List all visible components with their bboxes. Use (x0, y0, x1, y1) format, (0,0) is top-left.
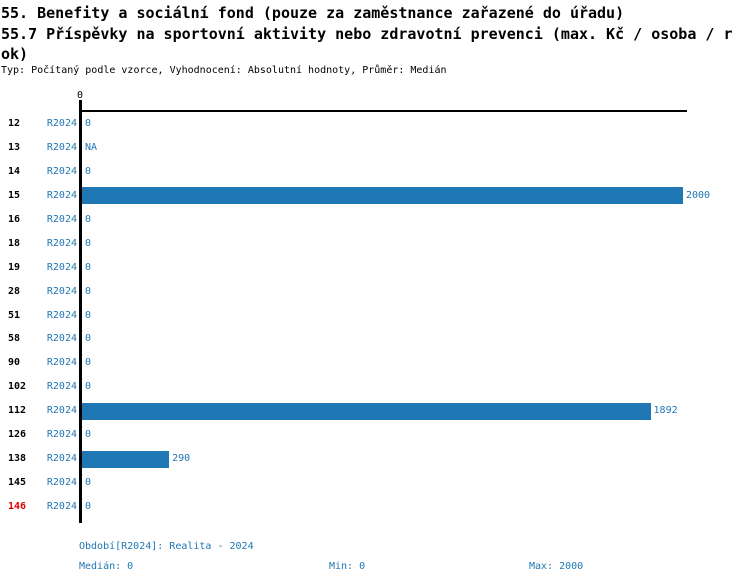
row-value-label: 0 (85, 309, 92, 321)
row-value-label: 0 (85, 381, 92, 393)
value-bar (82, 187, 683, 205)
x-axis-tick-label-zero: 0 (76, 90, 84, 101)
row-period-label: R2024 (46, 237, 77, 249)
row-period-label: R2024 (46, 165, 77, 177)
row-value-label: 0 (85, 213, 92, 225)
row-category-label: 146 (8, 501, 27, 513)
row-value-label: 0 (85, 357, 92, 369)
footer-min-stat: Min: 0 (329, 561, 366, 572)
chart-row: 90 R2024 0 (0, 351, 750, 375)
row-value-label: NA (85, 141, 98, 153)
chart-row: 12 R2024 0 (0, 112, 750, 136)
row-category-label: 145 (8, 477, 27, 489)
chart-title-line-2: 55.7 Příspěvky na sportovní aktivity neb… (1, 25, 733, 43)
row-period-label: R2024 (46, 213, 77, 225)
row-period-label: R2024 (46, 333, 77, 345)
chart-row: 51 R2024 0 (0, 304, 750, 328)
chart-row: 138 R2024 290 (0, 447, 750, 471)
row-value-label: 0 (85, 429, 92, 441)
chart-row: 145 R2024 0 (0, 471, 750, 495)
row-period-label: R2024 (46, 285, 77, 297)
value-bar (82, 450, 170, 468)
chart-row: 18 R2024 0 (0, 232, 750, 256)
chart-row: 102 R2024 0 (0, 375, 750, 399)
row-value-label: 0 (85, 285, 92, 297)
row-period-label: R2024 (46, 309, 77, 321)
row-value-label: 0 (85, 237, 92, 249)
footer-max-stat: Max: 2000 (529, 561, 584, 572)
row-period-label: R2024 (46, 453, 77, 465)
row-category-label: 15 (8, 189, 21, 201)
chart-title-line-1: 55. Benefity a sociální fond (pouze za z… (1, 4, 625, 22)
row-period-label: R2024 (46, 261, 77, 273)
row-value-label: 0 (85, 333, 92, 345)
row-period-label: R2024 (46, 501, 77, 513)
footer-median-stat: Medián: 0 (79, 561, 134, 572)
row-category-label: 14 (8, 165, 21, 177)
row-period-label: R2024 (46, 357, 77, 369)
row-period-label: R2024 (46, 429, 77, 441)
row-period-label: R2024 (46, 477, 77, 489)
row-value-label: 0 (85, 165, 92, 177)
chart-title-line-2-wrap: ok) (1, 45, 29, 63)
row-category-label: 138 (8, 453, 27, 465)
y-axis-line (79, 100, 82, 523)
chart-row: 19 R2024 0 (0, 256, 750, 280)
chart-meta-subtitle: Typ: Počítaný podle vzorce, Vyhodnocení:… (1, 65, 447, 76)
value-bar (82, 402, 651, 420)
row-category-label: 112 (8, 405, 27, 417)
chart-row: 14 R2024 0 (0, 160, 750, 184)
row-category-label: 18 (8, 237, 21, 249)
chart-row: 126 R2024 0 (0, 423, 750, 447)
chart-row: 58 R2024 0 (0, 327, 750, 351)
row-category-label: 19 (8, 261, 21, 273)
chart-row: 28 R2024 0 (0, 280, 750, 304)
row-value-label: 2000 (686, 189, 711, 201)
row-period-label: R2024 (46, 118, 77, 129)
row-period-label: R2024 (46, 381, 77, 393)
row-value-label: 1892 (653, 405, 678, 417)
row-value-label: 0 (85, 261, 92, 273)
row-category-label: 90 (8, 357, 21, 369)
row-category-label: 16 (8, 213, 21, 225)
row-value-label: 0 (85, 118, 92, 129)
row-category-label: 126 (8, 429, 27, 441)
footer-period-label: Období[R2024]: Realita - 2024 (79, 541, 254, 552)
row-period-label: R2024 (46, 405, 77, 417)
chart-row: 15 R2024 2000 (0, 184, 750, 208)
row-value-label: 0 (85, 501, 92, 513)
chart-row: 146 R2024 0 (0, 495, 750, 519)
chart-row: 13 R2024 NA (0, 136, 750, 160)
row-category-label: 58 (8, 333, 21, 345)
row-period-label: R2024 (46, 189, 77, 201)
row-period-label: R2024 (46, 141, 77, 153)
row-category-label: 13 (8, 141, 21, 153)
x-axis-top-line (79, 110, 687, 112)
chart-row: 16 R2024 0 (0, 208, 750, 232)
row-value-label: 0 (85, 477, 92, 489)
row-category-label: 28 (8, 285, 21, 297)
row-value-label: 290 (172, 453, 191, 465)
row-category-label: 51 (8, 309, 21, 321)
row-category-label: 102 (8, 381, 27, 393)
row-category-label: 12 (8, 118, 21, 129)
chart-row: 112 R2024 1892 (0, 399, 750, 423)
